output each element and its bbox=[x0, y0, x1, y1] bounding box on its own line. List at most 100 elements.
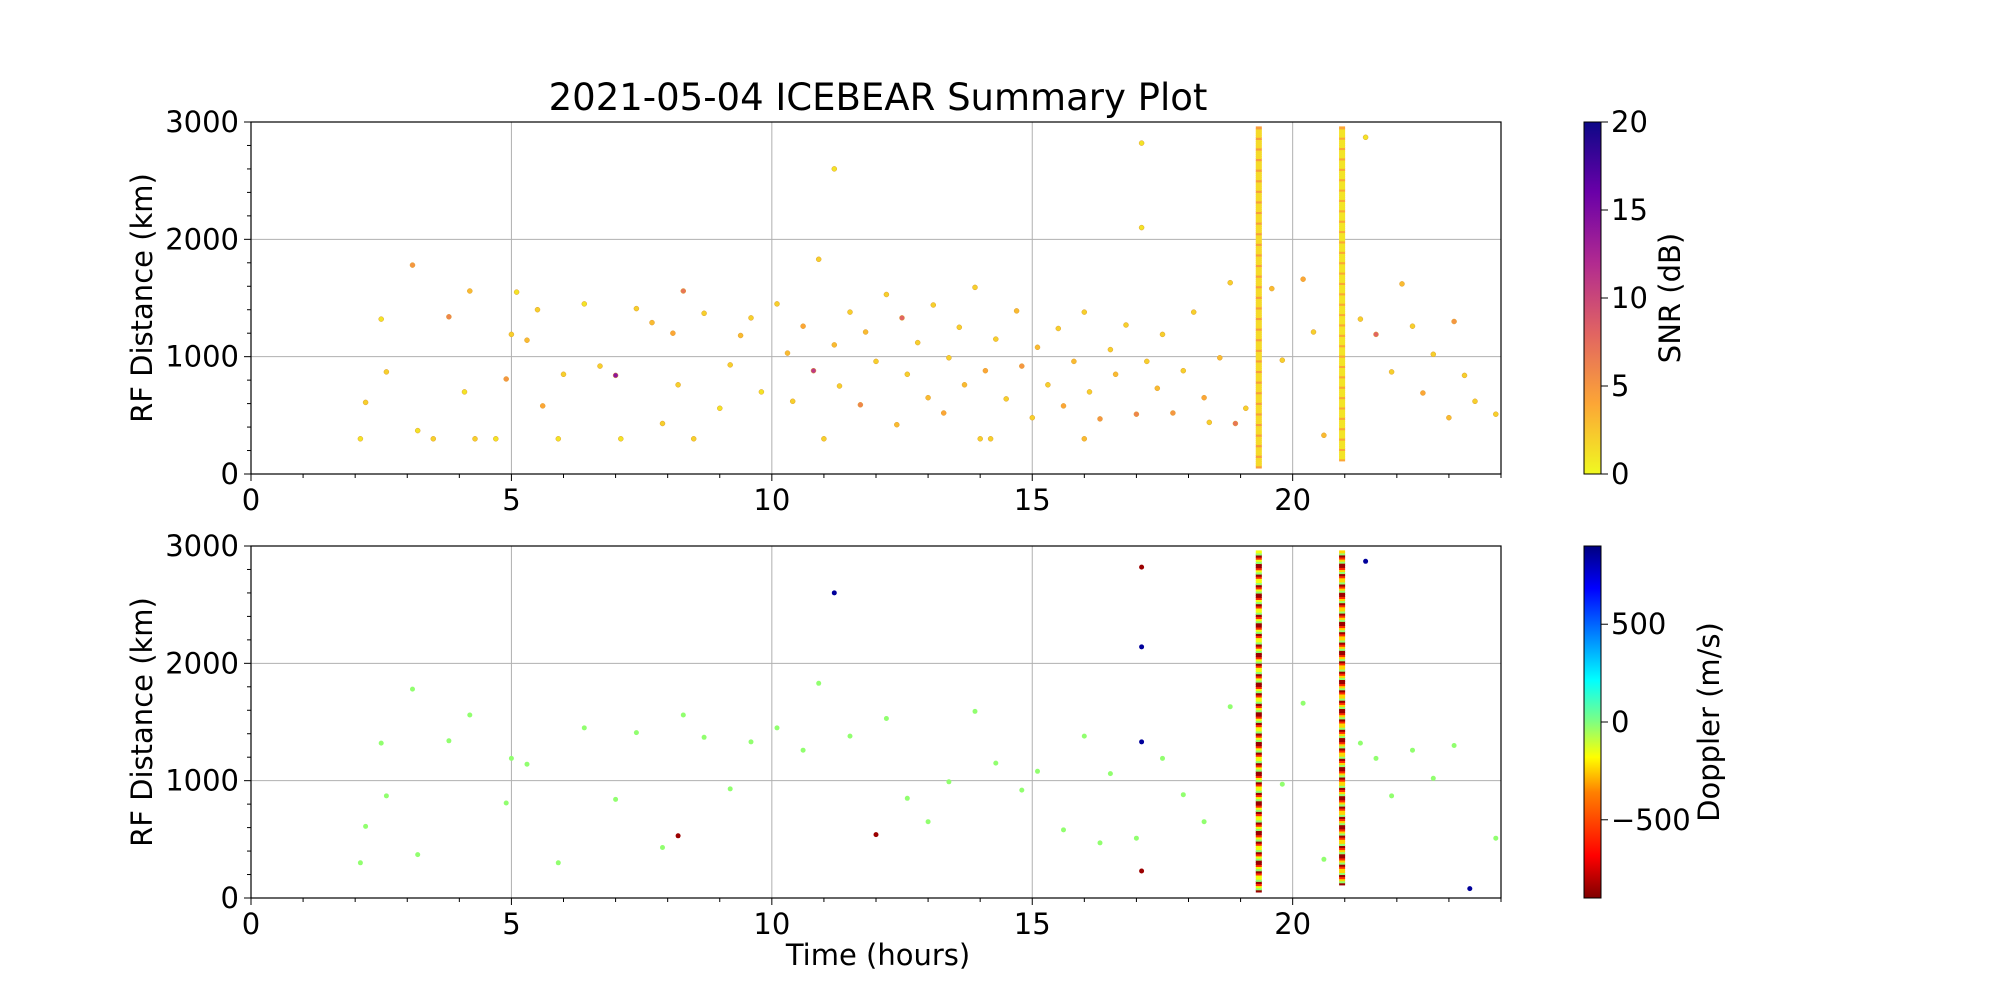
data-point bbox=[675, 833, 681, 839]
band-point bbox=[1339, 755, 1346, 759]
band-point bbox=[1255, 671, 1262, 675]
band-point bbox=[1339, 658, 1346, 662]
band-point bbox=[1255, 554, 1262, 558]
band-point bbox=[1255, 558, 1262, 562]
y-tick-label: 0 bbox=[221, 457, 239, 491]
band-point bbox=[1255, 618, 1262, 622]
band-point bbox=[1255, 719, 1262, 723]
data-point bbox=[1081, 309, 1088, 315]
band-point bbox=[1339, 828, 1346, 832]
band-point bbox=[1255, 365, 1262, 369]
band-point bbox=[1255, 130, 1262, 134]
y-axis-label: RF Distance (km) bbox=[125, 597, 159, 847]
data-point bbox=[1097, 416, 1103, 422]
band-point bbox=[1255, 745, 1262, 749]
band-point bbox=[1255, 728, 1262, 732]
band-point bbox=[1339, 363, 1346, 366]
data-point bbox=[1071, 358, 1077, 365]
data-point bbox=[1420, 390, 1426, 396]
data-point bbox=[633, 730, 639, 736]
band-point bbox=[1339, 176, 1346, 180]
y-tick-label: 2000 bbox=[165, 646, 239, 680]
band-point bbox=[1255, 806, 1262, 810]
band-point bbox=[1339, 681, 1346, 685]
band-point bbox=[1255, 306, 1262, 310]
band-point bbox=[1339, 872, 1346, 875]
data-point bbox=[1243, 405, 1249, 412]
band-point bbox=[1255, 346, 1262, 350]
band-point bbox=[1339, 832, 1346, 836]
data-point bbox=[430, 436, 437, 442]
band-point bbox=[1339, 838, 1346, 842]
data-point bbox=[1321, 856, 1327, 862]
band-point bbox=[1339, 654, 1346, 658]
band-point bbox=[1255, 616, 1262, 620]
data-point bbox=[815, 256, 822, 263]
band-point bbox=[1255, 872, 1262, 876]
band-point bbox=[1339, 421, 1346, 425]
data-point bbox=[1357, 740, 1363, 746]
band-point bbox=[1255, 645, 1262, 649]
data-point bbox=[409, 262, 416, 268]
colorbar-snr: SNR (dB) 0 5 10 15 20 bbox=[1583, 105, 1687, 491]
band-point bbox=[1255, 868, 1262, 872]
band-point bbox=[1255, 601, 1262, 605]
data-point bbox=[1279, 357, 1286, 363]
band-point bbox=[1255, 717, 1262, 721]
band-point bbox=[1339, 778, 1346, 782]
band-point bbox=[1339, 826, 1346, 830]
data-point bbox=[836, 383, 843, 389]
band-point bbox=[1339, 803, 1346, 807]
band-point bbox=[1339, 145, 1346, 148]
band-point bbox=[1255, 650, 1262, 653]
data-point bbox=[649, 319, 655, 326]
band-point bbox=[1339, 365, 1346, 368]
band-point bbox=[1339, 851, 1346, 855]
band-point bbox=[1339, 161, 1346, 165]
band-point bbox=[1255, 853, 1262, 857]
band-point bbox=[1255, 857, 1262, 861]
band-point bbox=[1255, 686, 1262, 689]
band-point bbox=[1255, 847, 1262, 851]
band-point bbox=[1255, 652, 1262, 656]
band-point bbox=[1255, 817, 1262, 821]
band-point bbox=[1255, 153, 1262, 157]
band-point bbox=[1339, 165, 1346, 169]
band-point bbox=[1339, 346, 1346, 350]
data-point bbox=[581, 301, 588, 307]
colorbar-snr-gradient bbox=[1583, 121, 1602, 475]
band-point bbox=[1339, 203, 1346, 207]
band-point bbox=[1255, 575, 1262, 579]
band-point bbox=[1339, 321, 1346, 325]
data-point bbox=[1279, 781, 1285, 787]
band-point bbox=[1339, 589, 1346, 593]
data-point bbox=[789, 398, 796, 405]
band-point bbox=[1339, 795, 1346, 799]
y-tick-label: 2000 bbox=[165, 222, 239, 256]
band-point bbox=[1339, 863, 1346, 867]
band-point bbox=[1339, 437, 1346, 441]
band-point bbox=[1339, 591, 1346, 595]
band-point bbox=[1339, 716, 1346, 720]
band-point bbox=[1339, 784, 1346, 788]
data-point bbox=[1019, 363, 1025, 369]
data-point bbox=[1045, 382, 1051, 388]
band-point bbox=[1339, 190, 1346, 194]
x-tick-label: 5 bbox=[502, 907, 520, 941]
band-point bbox=[1339, 416, 1346, 420]
band-point bbox=[1339, 371, 1346, 375]
band-point bbox=[1339, 867, 1346, 871]
band-point bbox=[1339, 302, 1346, 306]
data-point bbox=[1430, 775, 1436, 781]
data-point bbox=[446, 738, 452, 744]
band-point bbox=[1255, 563, 1262, 567]
band-point bbox=[1255, 264, 1262, 268]
band-point bbox=[1255, 611, 1262, 615]
band-point bbox=[1339, 733, 1346, 736]
band-point bbox=[1339, 567, 1346, 570]
data-point bbox=[633, 305, 640, 312]
band-point bbox=[1339, 560, 1346, 564]
band-point bbox=[1339, 720, 1346, 724]
